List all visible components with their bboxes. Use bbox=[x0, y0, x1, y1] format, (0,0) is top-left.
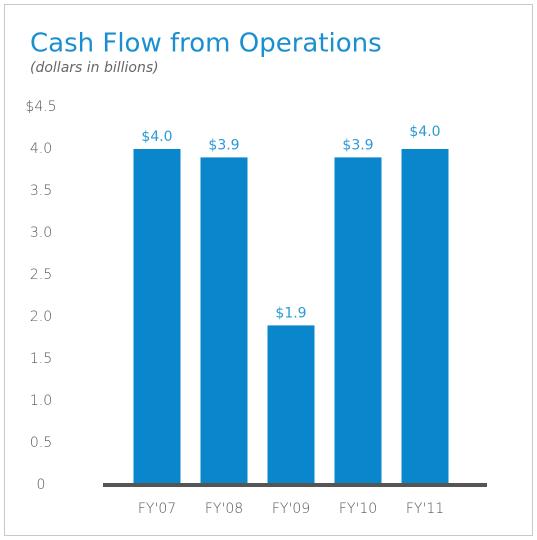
y-tick-label: 2.0 bbox=[30, 309, 52, 325]
data-label: $3.9 bbox=[342, 137, 373, 153]
x-tick-label: FY'07 bbox=[138, 501, 176, 517]
bar bbox=[334, 157, 382, 485]
y-tick-label: 2.5 bbox=[30, 267, 52, 283]
y-tick-label: 3.0 bbox=[30, 225, 52, 241]
bar bbox=[200, 157, 248, 485]
x-tick-label: FY'08 bbox=[205, 501, 243, 517]
y-tick-label: 0.5 bbox=[30, 435, 52, 451]
bar bbox=[133, 149, 181, 485]
chart-title: Cash Flow from Operations bbox=[30, 29, 382, 59]
bar bbox=[267, 325, 315, 485]
y-tick-label: 1.0 bbox=[30, 393, 52, 409]
y-tick-label: 0 bbox=[37, 477, 46, 493]
data-label: $4.0 bbox=[409, 124, 440, 140]
x-tick-label: FY'09 bbox=[272, 501, 310, 517]
y-tick-label: 3.5 bbox=[30, 183, 52, 199]
data-label: $1.9 bbox=[275, 305, 306, 321]
data-label: $4.0 bbox=[141, 129, 172, 145]
y-tick-label: $4.5 bbox=[25, 99, 56, 115]
x-tick-label: FY'11 bbox=[406, 501, 444, 517]
x-tick-label: FY'10 bbox=[339, 501, 377, 517]
data-label: $3.9 bbox=[208, 137, 239, 153]
bar bbox=[401, 149, 449, 485]
chart-subtitle: (dollars in billions) bbox=[30, 60, 159, 76]
y-tick-label: 4.0 bbox=[30, 141, 52, 157]
y-tick-label: 1.5 bbox=[30, 351, 52, 367]
